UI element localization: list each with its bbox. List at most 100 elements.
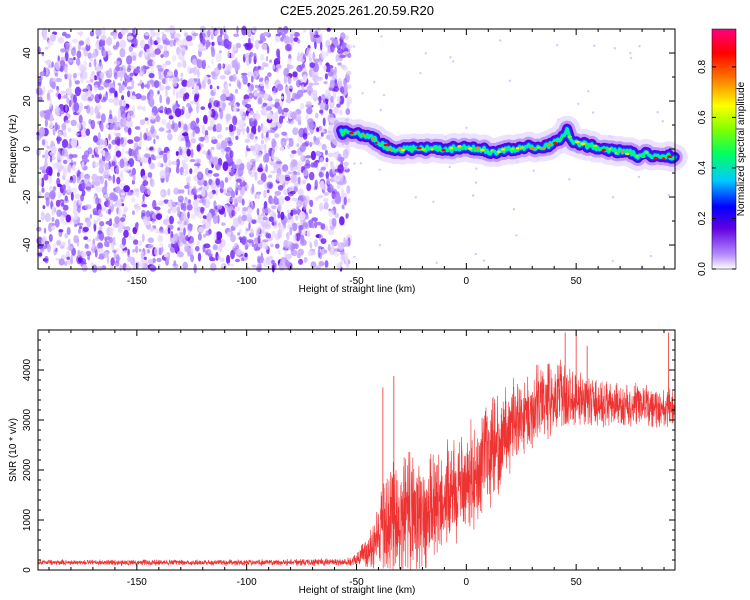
- noise-speck: [325, 50, 329, 57]
- noise-speck: [55, 60, 61, 71]
- noise-speck: [155, 213, 162, 221]
- noise-speck: [124, 163, 131, 168]
- noise-speck: [153, 80, 160, 89]
- noise-speck: [577, 102, 580, 106]
- noise-speck: [257, 97, 263, 105]
- noise-speck: [331, 168, 335, 174]
- noise-speck: [80, 128, 88, 138]
- noise-speck: [182, 202, 187, 212]
- noise-speck: [310, 91, 317, 100]
- noise-speck: [104, 236, 108, 242]
- noise-speck: [190, 138, 197, 144]
- noise-speck: [235, 88, 238, 94]
- noise-speck: [181, 137, 186, 141]
- noise-speck: [100, 35, 107, 40]
- noise-speck: [373, 80, 376, 84]
- noise-speck: [95, 154, 100, 158]
- noise-speck: [106, 236, 110, 241]
- noise-speck: [50, 41, 54, 46]
- noise-speck: [77, 249, 81, 258]
- noise-speck: [186, 102, 191, 108]
- noise-speck: [241, 115, 247, 122]
- noise-speck: [309, 62, 316, 68]
- ridge-hotspot: [653, 156, 658, 160]
- noise-speck: [435, 261, 438, 264]
- noise-speck: [198, 226, 205, 233]
- noise-speck: [214, 30, 219, 36]
- noise-speck: [265, 164, 268, 173]
- noise-speck: [139, 131, 143, 141]
- noise-speck: [144, 153, 151, 158]
- noise-speck: [432, 200, 435, 203]
- noise-speck: [227, 64, 232, 72]
- noise-speck: [239, 110, 243, 116]
- noise-speck: [117, 66, 124, 72]
- noise-speck: [74, 86, 81, 97]
- noise-speck: [336, 96, 341, 103]
- noise-speck: [482, 259, 486, 262]
- ridge-hotspot: [398, 146, 403, 150]
- noise-speck: [317, 195, 324, 199]
- noise-speck: [98, 255, 105, 260]
- noise-speck: [93, 58, 97, 68]
- noise-speck: [267, 233, 272, 239]
- noise-speck: [313, 34, 320, 38]
- noise-speck: [339, 32, 346, 40]
- noise-speck: [76, 222, 84, 226]
- noise-speck: [117, 108, 121, 119]
- noise-speck: [249, 132, 255, 140]
- x-tick-label: 50: [571, 577, 583, 588]
- noise-speck: [43, 227, 47, 234]
- noise-speck: [203, 233, 207, 238]
- noise-speck: [176, 46, 181, 55]
- noise-speck: [108, 67, 112, 76]
- noise-speck: [220, 140, 228, 149]
- noise-speck: [352, 45, 356, 48]
- noise-speck: [135, 93, 142, 100]
- noise-speck: [48, 222, 53, 232]
- noise-speck: [68, 179, 74, 183]
- noise-speck: [215, 179, 220, 186]
- noise-speck: [268, 94, 272, 102]
- noise-speck: [238, 81, 242, 90]
- noise-speck: [48, 234, 53, 242]
- noise-speck: [93, 84, 99, 93]
- noise-speck: [220, 180, 225, 190]
- noise-speck: [127, 35, 134, 40]
- noise-speck: [157, 90, 160, 95]
- x-tick-label: 50: [571, 276, 583, 287]
- noise-speck: [57, 36, 65, 44]
- noise-speck: [277, 250, 281, 255]
- noise-speck: [320, 132, 324, 137]
- noise-speck: [316, 127, 320, 132]
- noise-speck: [263, 189, 267, 199]
- noise-speck: [262, 216, 268, 221]
- noise-speck: [279, 146, 285, 151]
- noise-speck: [171, 204, 178, 214]
- noise-speck: [275, 63, 282, 69]
- noise-speck: [343, 196, 347, 206]
- noise-speck: [185, 35, 193, 42]
- noise-speck: [250, 36, 255, 43]
- noise-speck: [308, 171, 315, 181]
- noise-speck: [305, 215, 309, 220]
- noise-speck: [191, 80, 195, 88]
- noise-speck: [41, 237, 46, 247]
- noise-speck: [213, 67, 220, 77]
- noise-speck: [318, 246, 323, 250]
- noise-speck: [281, 95, 284, 100]
- noise-speck: [67, 59, 73, 63]
- colorbar-tick-label: 0.6: [697, 110, 708, 124]
- noise-speck: [71, 154, 78, 158]
- ridge-band: [340, 127, 676, 160]
- noise-speck: [132, 249, 136, 253]
- noise-speck: [60, 202, 65, 207]
- noise-speck: [168, 215, 174, 225]
- noise-speck: [142, 105, 146, 112]
- noise-speck: [287, 65, 293, 69]
- noise-speck: [123, 229, 129, 238]
- noise-speck: [98, 39, 104, 47]
- noise-speck: [292, 127, 299, 136]
- ridge-hotspot: [370, 137, 375, 141]
- noise-speck: [214, 238, 222, 245]
